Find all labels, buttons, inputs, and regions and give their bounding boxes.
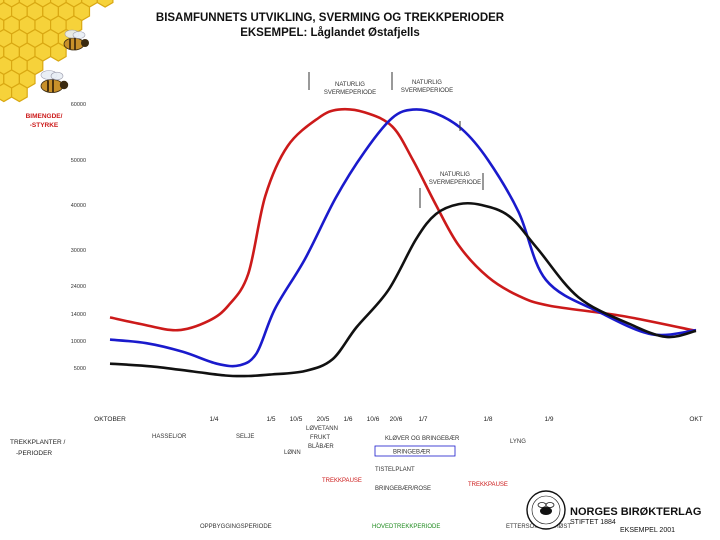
bottom-heading-line-1: TREKKPLANTER / xyxy=(10,439,65,446)
plant-label: TISTELPLANT xyxy=(375,467,415,473)
plant-label: KLØVER OG BRINGEBÆR xyxy=(385,436,460,442)
bottom-heading-line-2: -PERIODER xyxy=(16,450,52,457)
plant-label: BRINGEBÆR xyxy=(393,450,431,456)
annotation-blue-line-2: SVERMEPERIODE xyxy=(401,88,453,94)
hovedtrekk-label: HOVEDTREKKPERIODE xyxy=(372,524,440,530)
y-axis-label-line-2: -STYRKE xyxy=(30,122,59,129)
annotations: NATURLIG SVERMEPERIODE NATURLIG SVERMEPE… xyxy=(308,72,484,208)
y-tick-label: 30000 xyxy=(71,248,86,254)
chart-title: BISAMFUNNETS UTVIKLING, SVERMING OG TREK… xyxy=(156,12,505,24)
trekkpause-label: TREKKPAUSE xyxy=(468,482,508,488)
x-tick-label: 1/6 xyxy=(343,416,352,423)
series-line-black xyxy=(109,201,697,378)
logo-line-2: STIFTET 1884 xyxy=(570,519,616,526)
annotation-black-line-2: SVERMEPERIODE xyxy=(429,180,481,186)
series-line-red xyxy=(109,107,697,333)
plant-label: LØVETANN xyxy=(306,426,338,432)
plant-label: BLÅBÆR xyxy=(308,443,334,450)
annotation-red-line-2: SVERMEPERIODE xyxy=(324,90,376,96)
y-tick-label: 5000 xyxy=(74,366,86,372)
plant-label: LØNN xyxy=(284,450,301,456)
x-tick-label: OKT xyxy=(689,416,702,423)
x-tick-label: 20/5 xyxy=(317,416,330,423)
bee-icon xyxy=(63,29,89,51)
oppbygging-label: OPPBYGGINGSPERIODE xyxy=(200,524,272,530)
x-tick-label: 1/9 xyxy=(544,416,553,423)
y-tick-label: 14000 xyxy=(71,312,86,318)
x-tick-label: 10/5 xyxy=(290,416,303,423)
y-tick-label: 24000 xyxy=(71,284,86,290)
bee-emblem-icon xyxy=(526,490,566,530)
x-tick-label: 1/7 xyxy=(418,416,427,423)
y-tick-label: 50000 xyxy=(71,158,86,164)
y-axis-label-line-1: BIMENGDE/ xyxy=(26,113,63,120)
plant-label: FRUKT xyxy=(310,435,330,441)
plant-label: BRINGEBÆR/ROSE xyxy=(375,486,431,492)
series-line-blue xyxy=(109,108,697,368)
x-tick-label: 10/6 xyxy=(367,416,380,423)
y-tick-label: 10000 xyxy=(71,339,86,345)
annotation-red-line-1: NATURLIG xyxy=(335,82,365,88)
x-tick-label: 20/6 xyxy=(390,416,403,423)
trekkpause-label: TREKKPAUSE xyxy=(322,478,362,484)
annotation-black-line-1: NATURLIG xyxy=(440,172,470,178)
plant-label: HASSEL/OR xyxy=(152,434,187,440)
annotation-blue-line-1: NATURLIG xyxy=(412,80,442,86)
x-tick-label: 1/5 xyxy=(266,416,275,423)
x-tick-label: 1/8 xyxy=(483,416,492,423)
x-tick-label: OKTOBER xyxy=(94,416,126,423)
bee-icon xyxy=(40,70,69,93)
plant-box xyxy=(374,445,456,457)
plant-label: LYNG xyxy=(510,439,526,445)
logo-line-3: EKSEMPEL 2001 xyxy=(620,527,675,534)
honeycomb-icon xyxy=(0,0,114,103)
y-tick-label: 60000 xyxy=(71,102,86,108)
logo-name: NORGES BIRØKTERLAG xyxy=(570,506,701,518)
plant-label: SELJE xyxy=(236,434,254,440)
x-tick-label: 1/4 xyxy=(209,416,218,423)
chart-subtitle: EKSEMPEL: Låglandet Østafjells xyxy=(240,27,420,39)
y-tick-label: 40000 xyxy=(71,203,86,209)
trekkplanter-section: TREKKPLANTER / -PERIODER HASSEL/OR SELJE… xyxy=(10,426,571,530)
norges-birokterlag-logo: NORGES BIRØKTERLAG STIFTET 1884 EKSEMPEL… xyxy=(526,490,701,534)
